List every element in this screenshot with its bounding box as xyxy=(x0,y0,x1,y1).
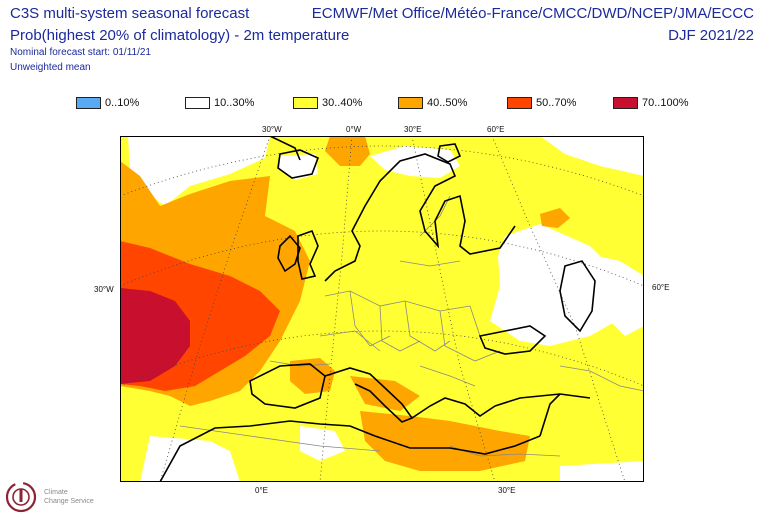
legend-item-0-10: 0..10% xyxy=(76,96,139,110)
forecast-start: Nominal forecast start: 01/11/21 xyxy=(10,47,151,58)
prob-40-50-scandinavia xyxy=(540,208,570,228)
legend-swatch-10-30 xyxy=(185,97,210,109)
prob-10-30-east-europe xyxy=(490,224,625,346)
map-frame xyxy=(120,136,644,482)
legend-swatch-40-50 xyxy=(398,97,423,109)
graticule xyxy=(120,136,644,482)
title-system: C3S multi-system seasonal forecast xyxy=(10,5,250,22)
lon-label-0w-top: 0°W xyxy=(346,125,362,134)
legend-swatch-50-70 xyxy=(507,97,532,109)
prob-10-30-sahara-east xyxy=(560,461,644,482)
lon-label-30w-top: 30°W xyxy=(262,125,282,134)
prob-10-30-west-africa xyxy=(300,426,345,461)
legend-label-40-50: 40..50% xyxy=(427,97,468,109)
lon-label-30e-bottom: 30°E xyxy=(498,486,516,495)
logo-line-1: Climate xyxy=(44,489,68,496)
prob-10-30-caspian xyxy=(575,251,644,336)
legend-label-30-40: 30..40% xyxy=(322,97,363,109)
legend-item-30-40: 30..40% xyxy=(293,96,362,110)
legend-item-10-30: 10..30% xyxy=(185,96,254,110)
legend-label-0-10: 0..10% xyxy=(105,97,140,109)
climate-change-service-logo-icon xyxy=(5,481,37,513)
prob-10-30-north-atlantic xyxy=(128,136,270,206)
legend-item-40-50: 40..50% xyxy=(398,96,467,110)
legend-swatch-70-100 xyxy=(613,97,638,109)
legend-swatch-0-10 xyxy=(76,97,101,109)
legend: 0..10% 10..30% 30..40% 40..50% 50..70% 7… xyxy=(76,96,696,110)
legend-item-50-70: 50..70% xyxy=(507,96,576,110)
lat-label-right: 60°E xyxy=(652,283,670,292)
legend-label-70-100: 70..100% xyxy=(642,97,689,109)
lon-label-30e-top: 30°E xyxy=(404,125,422,134)
prob-10-30-iceland xyxy=(280,154,318,180)
mean-type: Unweighted mean xyxy=(10,62,91,73)
prob-10-30-arctic-east xyxy=(540,136,644,176)
lon-label-60e-top: 60°E xyxy=(487,125,505,134)
legend-label-50-70: 50..70% xyxy=(536,97,577,109)
prob-40-50-italy xyxy=(350,376,420,411)
copernicus-logo: Climate Change Service xyxy=(4,478,104,518)
lon-label-0e-bottom: 0°E xyxy=(255,486,268,495)
prob-10-30-arctic xyxy=(370,146,460,178)
legend-item-70-100: 70..100% xyxy=(613,96,688,110)
title-variable: Prob(highest 20% of climatology) - 2m te… xyxy=(10,27,350,44)
logo-line-2: Change Service xyxy=(44,498,94,505)
legend-swatch-30-40 xyxy=(293,97,318,109)
prob-10-30-sahara-west xyxy=(140,436,240,482)
logo-text: Climate Change Service xyxy=(44,488,94,506)
lat-label-left: 30°W xyxy=(94,285,114,294)
legend-label-10-30: 10..30% xyxy=(214,97,255,109)
prob-70-100-atlantic xyxy=(120,288,190,384)
title-centres: ECMWF/Met Office/Météo-France/CMCC/DWD/N… xyxy=(311,5,754,22)
coastlines xyxy=(159,136,596,482)
title-season: DJF 2021/22 xyxy=(668,27,754,44)
forecast-map xyxy=(120,136,644,482)
prob-40-50-norwegian-sea xyxy=(325,136,370,166)
